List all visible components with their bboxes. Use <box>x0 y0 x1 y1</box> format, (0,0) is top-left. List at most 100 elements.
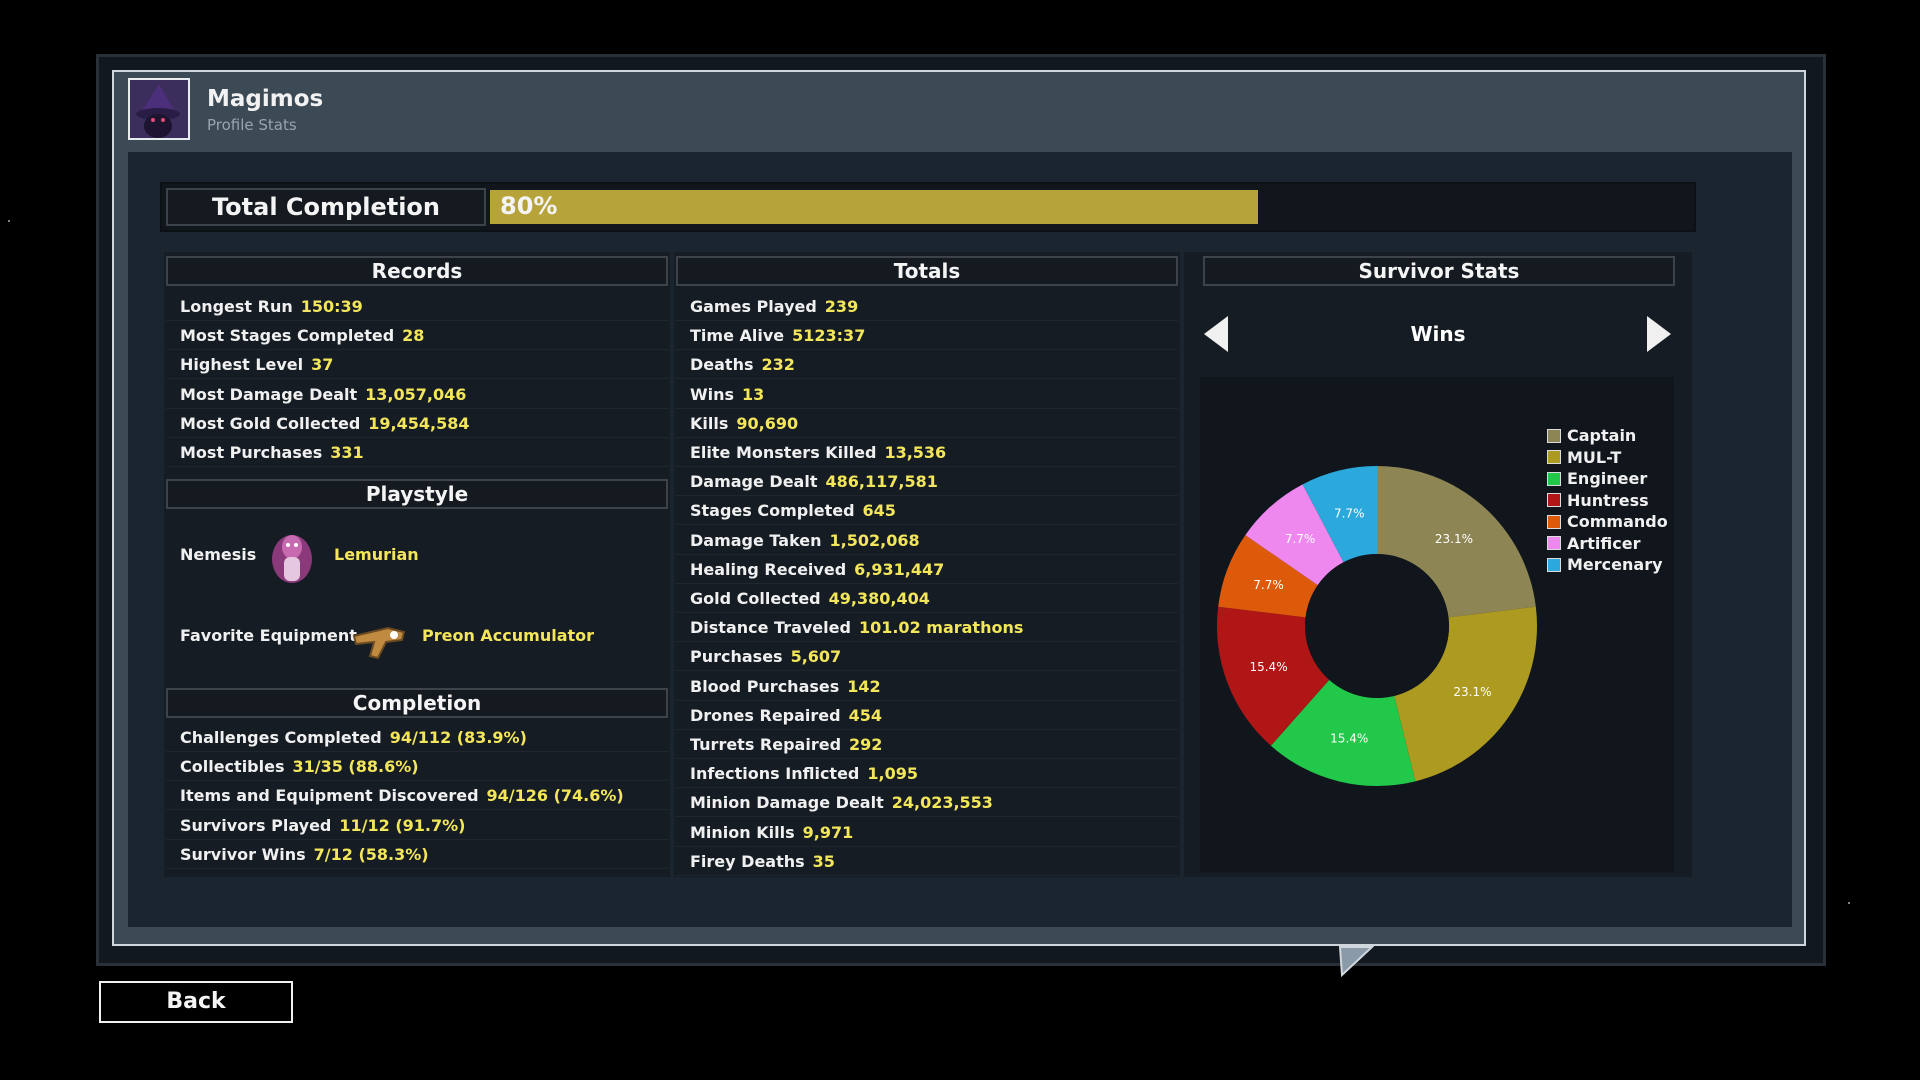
total-row: Firey Deaths 35 <box>676 847 1178 876</box>
total-label: Deaths <box>690 355 754 375</box>
total-label: Games Played <box>690 297 817 316</box>
pie-slice-huntress <box>1217 606 1330 746</box>
total-row: Time Alive 5123:37 <box>676 321 1178 351</box>
favorite-equipment-value: Preon Accumulator <box>422 626 595 645</box>
total-row: Turrets Repaired 292 <box>676 730 1178 759</box>
record-label: Most Stages Completed <box>180 326 395 346</box>
total-completion-fill <box>490 190 1258 224</box>
lemurian-icon <box>268 529 316 589</box>
favorite-equipment-label: Favorite Equipment <box>180 626 357 645</box>
record-value: 19,454,584 <box>368 413 470 433</box>
record-row: Most Stages Completed 28 <box>166 321 668 351</box>
completion-row: Survivors Played 11/12 (91.7%) <box>166 811 668 840</box>
total-label: Time Alive <box>690 326 785 346</box>
legend-label: MUL-T <box>1567 447 1622 467</box>
legend-swatch <box>1547 450 1561 465</box>
total-label: Kills <box>690 413 729 433</box>
playstyle-header: Playstyle <box>166 479 668 509</box>
total-label: Infections Inflicted <box>690 764 860 784</box>
total-value: 13,536 <box>884 443 947 462</box>
star-decoration <box>8 220 10 222</box>
legend-swatch <box>1547 493 1561 508</box>
record-label: Most Gold Collected <box>180 413 361 433</box>
total-row: Elite Monsters Killed 13,536 <box>676 438 1178 467</box>
record-value: 28 <box>402 326 425 346</box>
arrow-left-icon <box>1204 316 1228 352</box>
total-label: Turrets Repaired <box>690 735 842 754</box>
total-row: Distance Traveled 101.02 marathons <box>676 613 1178 643</box>
legend-item: Commando <box>1547 511 1668 533</box>
legend-label: Engineer <box>1567 469 1648 489</box>
total-row: Healing Received 6,931,447 <box>676 555 1178 584</box>
profile-subtitle: Profile Stats <box>207 116 297 134</box>
total-row: Infections Inflicted 1,095 <box>676 759 1178 789</box>
total-label: Distance Traveled <box>690 618 851 638</box>
legend-swatch <box>1547 514 1561 529</box>
pie-slice-label: 7.7% <box>1285 532 1316 546</box>
back-button[interactable]: Back <box>99 981 293 1023</box>
legend-item: Engineer <box>1547 468 1668 490</box>
total-label: Damage Dealt <box>690 472 818 492</box>
legend-swatch <box>1547 428 1561 443</box>
completion-value: 94/112 (83.9%) <box>389 728 527 747</box>
total-label: Purchases <box>690 647 783 667</box>
completion-row: Challenges Completed 94/112 (83.9%) <box>166 723 668 752</box>
pie-slice-artificer <box>1245 484 1344 586</box>
total-row: Games Played 239 <box>676 292 1178 321</box>
nemesis-value: Lemurian <box>334 545 419 564</box>
total-value: 6,931,447 <box>854 559 945 579</box>
total-row: Kills 90,690 <box>676 409 1178 438</box>
legend-swatch <box>1547 471 1561 486</box>
total-label: Minion Damage Dealt <box>690 793 884 813</box>
total-value: 13 <box>742 384 765 404</box>
pie-slice-label: 15.4% <box>1330 732 1368 746</box>
total-value: 5,607 <box>790 647 842 667</box>
star-decoration <box>1848 902 1850 904</box>
record-label: Most Damage Dealt <box>180 384 358 404</box>
record-value: 150:39 <box>300 297 363 316</box>
legend-label: Mercenary <box>1567 555 1663 575</box>
total-value: 239 <box>824 297 859 316</box>
total-row: Drones Repaired 454 <box>676 701 1178 730</box>
pie-slice-mercenary <box>1302 466 1377 563</box>
legend-item: Huntress <box>1547 490 1668 512</box>
record-row: Highest Level 37 <box>166 350 668 380</box>
total-value: 486,117,581 <box>825 472 938 492</box>
survivor-stats-header: Survivor Stats <box>1203 256 1675 286</box>
total-label: Drones Repaired <box>690 705 841 725</box>
total-value: 5123:37 <box>792 326 866 346</box>
pie-slice-engineer <box>1270 679 1416 786</box>
total-value: 101.02 marathons <box>858 618 1024 638</box>
total-value: 645 <box>862 501 896 521</box>
total-completion-percent: 80% <box>500 192 558 220</box>
total-label: Stages Completed <box>690 501 855 521</box>
record-label: Longest Run <box>180 297 293 316</box>
legend-swatch <box>1547 557 1561 572</box>
favorite-equipment-row: Favorite Equipment Preon Accumulator <box>166 596 666 671</box>
total-label: Damage Taken <box>690 530 822 550</box>
total-value: 142 <box>847 676 881 696</box>
total-label: Blood Purchases <box>690 676 840 696</box>
total-row: Stages Completed 645 <box>676 496 1178 526</box>
arrow-right-icon <box>1647 316 1671 352</box>
total-completion-track: 80% <box>490 190 1690 224</box>
total-label: Elite Monsters Killed <box>690 443 877 462</box>
total-completion-label: Total Completion <box>166 188 486 226</box>
total-row: Purchases 5,607 <box>676 642 1178 672</box>
total-row: Blood Purchases 142 <box>676 672 1178 701</box>
nemesis-label: Nemesis <box>180 545 257 564</box>
records-column <box>164 252 670 877</box>
next-stat-button[interactable] <box>1645 314 1673 358</box>
record-value: 37 <box>311 355 334 375</box>
previous-stat-button[interactable] <box>1202 314 1230 358</box>
record-value: 13,057,046 <box>365 384 467 404</box>
legend-item: Captain <box>1547 425 1668 447</box>
wins-pie-chart: 23.1% 23.1% 15.4% 15.4% 7.7% 7.7% 7.7% <box>1217 466 1537 786</box>
record-label: Highest Level <box>180 355 304 375</box>
total-value: 232 <box>761 355 795 375</box>
completion-row: Survivor Wins 7/12 (58.3%) <box>166 840 668 869</box>
pie-slice-label: 7.7% <box>1334 506 1365 520</box>
total-value: 1,095 <box>867 764 918 784</box>
total-value: 90,690 <box>736 413 799 433</box>
total-value: 1,502,068 <box>829 530 920 550</box>
